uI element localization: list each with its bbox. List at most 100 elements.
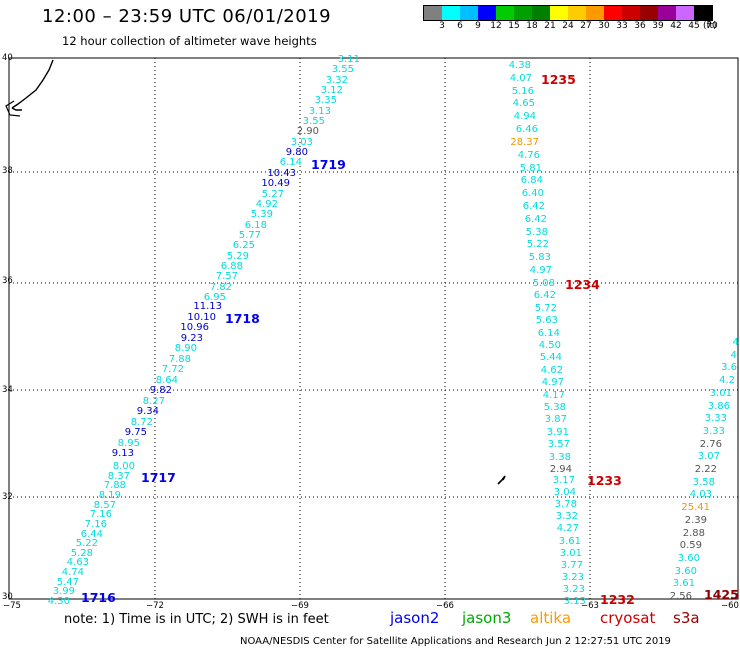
wave-height-label: 4.92 bbox=[255, 199, 278, 210]
wave-height-label: 25.41 bbox=[681, 502, 710, 513]
wave-height-label: 8.64 bbox=[155, 375, 178, 386]
wave-height-label: 3.55 bbox=[302, 116, 325, 127]
wave-height-label: 5.29 bbox=[226, 251, 249, 262]
wave-height-label: 0.59 bbox=[679, 540, 702, 551]
wave-height-label: 8.57 bbox=[93, 500, 116, 511]
color-swatch bbox=[532, 6, 550, 20]
wave-height-label: 6.88 bbox=[220, 261, 243, 272]
sat-jason2: jason2 bbox=[390, 609, 440, 627]
island-bermuda bbox=[497, 475, 506, 485]
color-swatch bbox=[478, 6, 496, 20]
wave-height-label: 6.95 bbox=[203, 292, 226, 303]
color-swatch bbox=[424, 6, 442, 20]
wave-height-label: 3.32 bbox=[555, 511, 578, 522]
wave-height-label: 5.72 bbox=[534, 303, 557, 314]
color-scale-label: 33 bbox=[616, 21, 628, 31]
pass-time-label: 1233 bbox=[587, 473, 622, 488]
wave-height-label: 3.11 bbox=[337, 54, 360, 65]
wave-height-label: 7.16 bbox=[89, 509, 112, 520]
wave-height-label: 4.07 bbox=[509, 73, 532, 84]
wave-height-label: 3.87 bbox=[544, 414, 567, 425]
color-swatch bbox=[442, 6, 460, 20]
color-scale-label: 70 bbox=[706, 21, 718, 31]
wave-height-label: 4.50 bbox=[538, 340, 561, 351]
wave-height-label: 2.39 bbox=[684, 515, 707, 526]
color-swatch bbox=[640, 6, 658, 20]
wave-height-label: 4.97 bbox=[529, 265, 552, 276]
color-scale-label: 42 bbox=[670, 21, 682, 31]
wave-height-label: 5.63 bbox=[535, 315, 558, 326]
color-swatch bbox=[460, 6, 478, 20]
lat-label-36: 36 bbox=[2, 276, 13, 286]
sat-jason3: jason3 bbox=[462, 609, 512, 627]
color-scale-label: 30 bbox=[598, 21, 610, 31]
wave-height-label: 3.23 bbox=[562, 584, 585, 595]
lon-label-63: −63 bbox=[581, 601, 599, 611]
wave-height-label: 4.2 bbox=[719, 375, 735, 386]
wave-height-label: 3.77 bbox=[560, 560, 583, 571]
wave-height-label: 3.01 bbox=[559, 548, 582, 559]
wave-height-label: 5.81 bbox=[519, 163, 542, 174]
pass-time-label: 1719 bbox=[311, 157, 346, 172]
wave-height-label: 8.37 bbox=[107, 471, 130, 482]
wave-height-label: 10.96 bbox=[180, 322, 209, 333]
wave-height-label: 5.38 bbox=[525, 227, 548, 238]
wave-height-label: 9.82 bbox=[149, 385, 172, 396]
wave-height-label: 10.10 bbox=[187, 312, 216, 323]
wave-height-label: 9.13 bbox=[111, 448, 134, 459]
wave-height-label: 3.04 bbox=[553, 487, 576, 498]
wave-height-label: 3.61 bbox=[558, 536, 581, 547]
wave-height-label: 3.33 bbox=[704, 413, 727, 424]
wave-height-label: 8.90 bbox=[174, 343, 197, 354]
wave-height-label: 3.55 bbox=[331, 64, 354, 75]
wave-height-label: 3.35 bbox=[314, 95, 337, 106]
wave-height-label: 6.42 bbox=[522, 201, 545, 212]
sat-cryosat: cryosat bbox=[600, 609, 656, 627]
color-swatch bbox=[622, 6, 640, 20]
wave-height-label: 7.72 bbox=[161, 364, 184, 375]
lat-label-30: 30 bbox=[2, 592, 13, 602]
wave-height-label: 9.23 bbox=[180, 333, 203, 344]
wave-height-label: 5.77 bbox=[238, 230, 261, 241]
color-swatch bbox=[604, 6, 622, 20]
lon-label-75: −75 bbox=[3, 601, 21, 611]
wave-height-label: 7.88 bbox=[103, 480, 126, 491]
wave-height-label: 8.72 bbox=[130, 417, 153, 428]
wave-height-label: 5.22 bbox=[526, 239, 549, 250]
wave-height-label: 3.33 bbox=[702, 426, 725, 437]
wave-height-label: 6.46 bbox=[515, 124, 538, 135]
coastline bbox=[11, 59, 54, 111]
map-title: 12:00 – 23:59 UTC 06/01/2019 bbox=[42, 6, 332, 27]
wave-height-label: 4.76 bbox=[517, 150, 540, 161]
wave-height-label: 4.63 bbox=[66, 557, 89, 568]
wave-height-label: 3.01 bbox=[709, 388, 732, 399]
wave-height-label: 6.18 bbox=[244, 220, 267, 231]
color-swatch bbox=[496, 6, 514, 20]
color-swatch bbox=[550, 6, 568, 20]
wave-height-label: 3.6 bbox=[721, 362, 737, 373]
wave-height-label: 5.47 bbox=[56, 577, 79, 588]
pass-time-label: 1234 bbox=[565, 277, 600, 292]
wave-height-label: 2.56 bbox=[669, 591, 692, 602]
wave-height-label: 28.37 bbox=[510, 137, 539, 148]
wave-height-label: 3.91 bbox=[546, 427, 569, 438]
wave-height-label: 3.07 bbox=[697, 451, 720, 462]
wave-height-label: 3.78 bbox=[554, 499, 577, 510]
wave-height-label: 3.32 bbox=[325, 75, 348, 86]
wave-height-label: 3.60 bbox=[677, 553, 700, 564]
lat-label-40: 40 bbox=[2, 53, 13, 63]
wave-height-label: 4.62 bbox=[540, 365, 563, 376]
wave-height-label: 4.27 bbox=[556, 523, 579, 534]
lat-label-32: 32 bbox=[2, 492, 13, 502]
lat-label-38: 38 bbox=[2, 166, 13, 176]
color-swatch bbox=[514, 6, 532, 20]
map-subtitle: 12 hour collection of altimeter wave hei… bbox=[62, 34, 317, 48]
wave-height-label: 5.22 bbox=[75, 538, 98, 549]
wave-height-label: 9.75 bbox=[124, 427, 147, 438]
wave-height-label: 8.27 bbox=[142, 396, 165, 407]
map-border bbox=[8, 57, 739, 600]
lat-label-34: 34 bbox=[2, 385, 13, 395]
color-scale-label: 6 bbox=[457, 21, 463, 31]
color-scale-label: 45 bbox=[688, 21, 700, 31]
